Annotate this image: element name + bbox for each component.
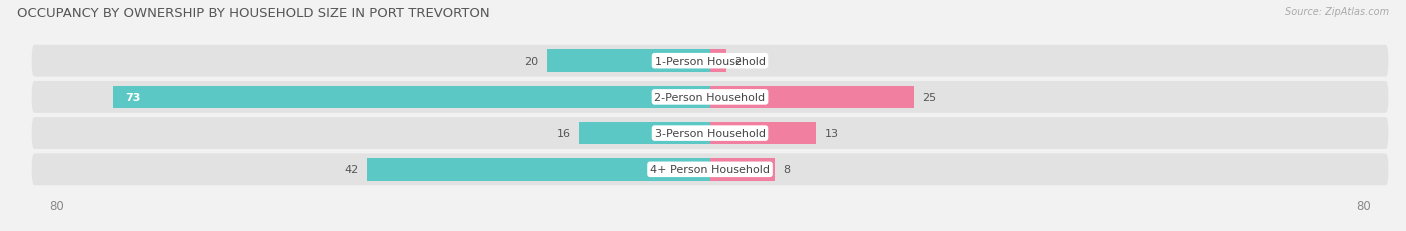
Text: 4+ Person Household: 4+ Person Household	[650, 165, 770, 175]
FancyBboxPatch shape	[32, 82, 1388, 113]
FancyBboxPatch shape	[32, 154, 1388, 185]
Text: Source: ZipAtlas.com: Source: ZipAtlas.com	[1285, 7, 1389, 17]
FancyBboxPatch shape	[32, 118, 1388, 149]
Text: 42: 42	[344, 165, 359, 175]
Text: 1-Person Household: 1-Person Household	[655, 56, 765, 66]
Text: 13: 13	[824, 128, 838, 139]
Text: 73: 73	[125, 92, 141, 103]
Bar	[547, 50, 710, 73]
Text: 3-Person Household: 3-Person Household	[655, 128, 765, 139]
Bar	[710, 50, 727, 73]
Text: 16: 16	[557, 128, 571, 139]
Bar	[710, 122, 817, 145]
Bar	[710, 158, 776, 181]
Text: 25: 25	[922, 92, 936, 103]
Text: 2: 2	[734, 56, 742, 66]
Text: 2-Person Household: 2-Person Household	[654, 92, 766, 103]
Text: 8: 8	[783, 165, 790, 175]
FancyBboxPatch shape	[32, 46, 1388, 77]
Bar	[579, 122, 710, 145]
Bar	[114, 86, 710, 109]
Bar	[710, 86, 914, 109]
Text: OCCUPANCY BY OWNERSHIP BY HOUSEHOLD SIZE IN PORT TREVORTON: OCCUPANCY BY OWNERSHIP BY HOUSEHOLD SIZE…	[17, 7, 489, 20]
Text: 20: 20	[524, 56, 538, 66]
Bar	[367, 158, 710, 181]
